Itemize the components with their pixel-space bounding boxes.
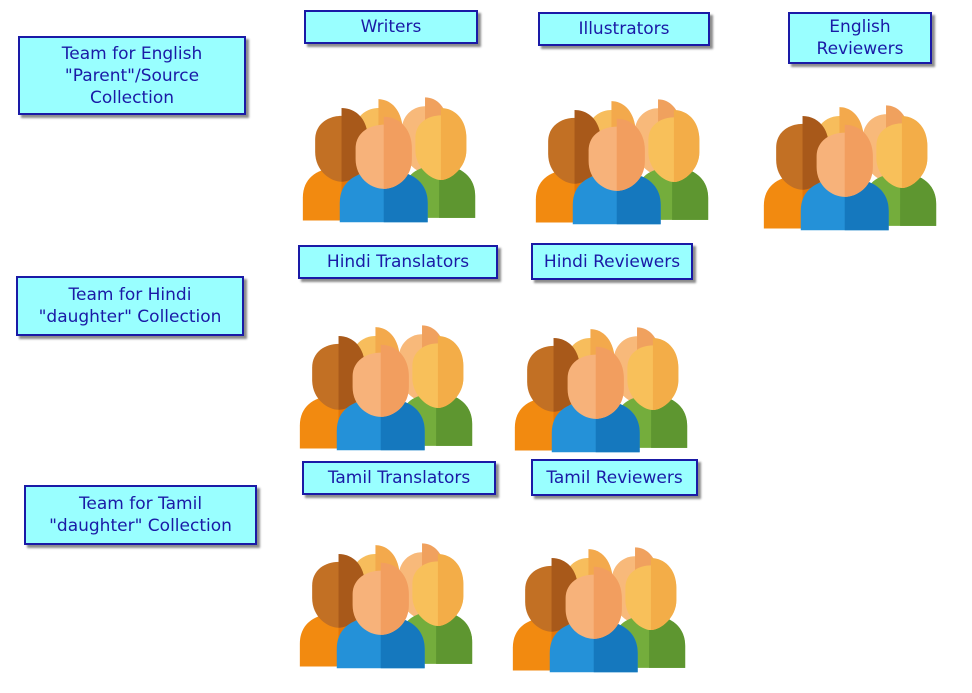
team-label-english: Team for English "Parent"/Source Collect… [18, 36, 246, 115]
people-group-icon [504, 514, 694, 674]
people-group-icon [291, 292, 481, 452]
role-label-text: Writers [360, 17, 422, 37]
team-label-line: Team for Hindi [68, 285, 192, 305]
team-label-hindi: Team for Hindi "daughter" Collection [16, 276, 244, 336]
people-group-icon [506, 294, 696, 454]
role-label-english-reviewers: English Reviewers [788, 12, 932, 64]
role-label-tamil-translators: Tamil Translators [302, 461, 496, 495]
role-label-illustrators: Illustrators [538, 12, 710, 46]
people-group-icon [291, 510, 481, 670]
role-label-text: English [829, 17, 891, 37]
team-label-line: "Parent"/Source [64, 65, 200, 86]
role-label-text: Illustrators [578, 19, 670, 39]
role-label-text: Tamil Reviewers [546, 467, 683, 488]
role-label-text: Hindi Reviewers [543, 251, 681, 272]
team-label-line: Collection [89, 87, 175, 108]
team-label-line: "daughter" Collection [49, 516, 232, 536]
role-label-writers: Writers [304, 10, 478, 44]
people-group-icon [755, 72, 945, 232]
role-label-text: Reviewers [816, 39, 904, 59]
team-label-line: Team for English [61, 43, 203, 64]
people-group-icon [527, 66, 717, 226]
team-label-tamil: Team for Tamil "daughter" Collection [24, 485, 257, 545]
role-label-tamil-reviewers: Tamil Reviewers [531, 459, 698, 496]
role-label-hindi-reviewers: Hindi Reviewers [531, 243, 693, 280]
team-label-line: Team for Tamil [78, 494, 203, 514]
team-label-line: "daughter" Collection [38, 307, 222, 327]
role-label-hindi-translators: Hindi Translators [298, 245, 498, 279]
people-group-icon [294, 64, 484, 224]
role-label-text: Tamil Translators [327, 468, 471, 488]
role-label-text: Hindi Translators [326, 252, 470, 272]
